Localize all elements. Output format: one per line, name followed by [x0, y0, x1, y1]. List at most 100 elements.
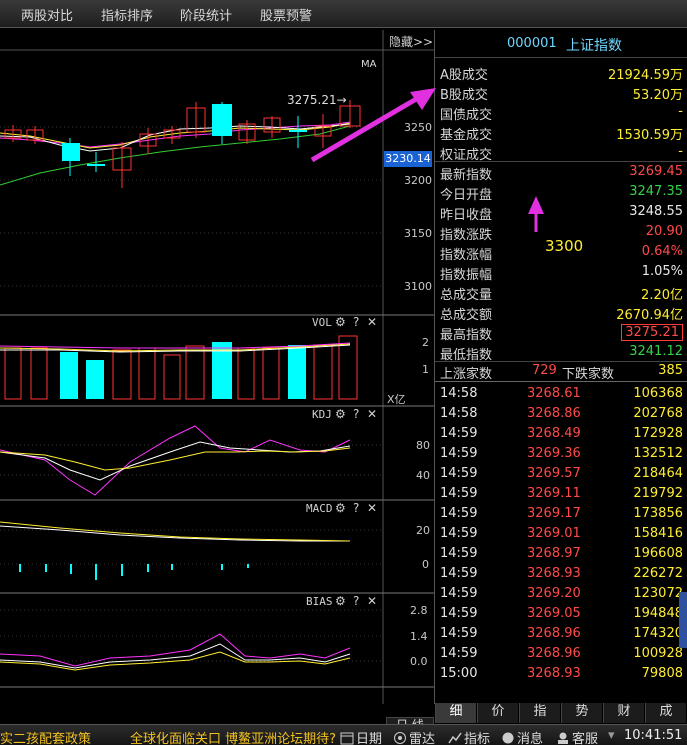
stat-value: 20.90	[645, 224, 683, 239]
tick-volume: 194848	[633, 606, 683, 621]
tick-volume: 196608	[633, 546, 683, 561]
macd-tick: 20	[416, 524, 430, 537]
vol-settings-icon[interactable]: ⚙	[335, 315, 346, 329]
bias-help-icon[interactable]: ?	[353, 594, 360, 608]
divider	[435, 361, 687, 362]
stat-row: 基金成交 1530.59万	[440, 122, 685, 143]
up-count-label: 上涨家数	[440, 367, 493, 382]
tick-row: 14:59 3269.17 173856	[440, 504, 685, 524]
tick-time: 14:59	[440, 606, 478, 621]
menu-indicator-sort[interactable]: 指标排序	[101, 9, 154, 24]
radar-button[interactable]: 雷达	[393, 728, 435, 745]
candle	[163, 129, 181, 139]
stat-value: 21924.59万	[607, 68, 683, 83]
bias-line-white	[0, 643, 351, 669]
message-button-label: 消息	[517, 732, 544, 745]
advance-decline-row: 上涨家数 729 下跌家数 385	[440, 361, 685, 382]
candle	[289, 130, 307, 132]
tick-time: 14:59	[440, 566, 478, 581]
tick-volume: 158416	[633, 526, 683, 541]
kdj-k-line	[0, 441, 351, 481]
menu-period-stats[interactable]: 阶段统计	[180, 9, 233, 24]
tick-price: 3269.17	[527, 506, 581, 521]
news-ticker-left[interactable]: 实二孩配套政策	[0, 732, 92, 745]
bias-tick: 1.4	[410, 630, 428, 643]
tab-index[interactable]: 指	[519, 703, 560, 723]
stat-row: A股成交 21924.59万	[440, 62, 685, 83]
menu-compare-stocks[interactable]: 两股对比	[21, 9, 74, 24]
kdj-settings-icon[interactable]: ⚙	[335, 407, 346, 421]
stat-value: 53.20万	[632, 88, 683, 103]
stat-value: 3275.21	[621, 324, 683, 341]
panel-tabs: 细 价 指 势 财 成	[435, 703, 687, 723]
bias-settings-icon[interactable]: ⚙	[335, 594, 346, 608]
stat-value: 3269.45	[629, 164, 683, 179]
chart-canvas[interactable]	[0, 30, 434, 704]
current-price-tag: 3230.14	[384, 151, 432, 167]
stat-value: 1530.59万	[616, 128, 683, 143]
stat-label: 昨日收盘	[440, 208, 493, 223]
tick-time: 14:59	[440, 546, 478, 561]
status-bar: 实二孩配套政策 全球化面临关口 博鳌亚洲论坛期待? 日期 雷达 指标 消息 客服…	[0, 724, 687, 745]
stat-value: 2670.94亿	[616, 308, 683, 323]
stat-row: 指数涨跌 20.90	[440, 222, 685, 243]
stat-row: 总成交量 2.20亿	[440, 282, 685, 303]
stat-value: 3241.12	[629, 344, 683, 359]
tick-price: 3269.05	[527, 606, 581, 621]
tick-price: 3269.01	[527, 526, 581, 541]
vol-help-icon[interactable]: ?	[353, 315, 360, 329]
divider	[435, 381, 687, 382]
macd-help-icon[interactable]: ?	[353, 501, 360, 515]
customer-service-icon	[558, 732, 568, 744]
candle	[112, 147, 132, 171]
stat-label: 最低指数	[440, 348, 493, 363]
tick-list-scrollbar[interactable]	[679, 592, 687, 648]
menu-stock-alert[interactable]: 股票预警	[260, 9, 313, 24]
bias-close-icon[interactable]: ✕	[367, 594, 378, 608]
stat-label: 最高指数	[440, 328, 493, 343]
tick-volume: 100928	[633, 646, 683, 661]
up-count: 729	[532, 363, 557, 378]
macd-close-icon[interactable]: ✕	[367, 501, 378, 515]
stat-row: 总成交额 2670.94亿	[440, 302, 685, 323]
macd-tick: 0	[422, 558, 429, 571]
bias-line-magenta	[0, 633, 351, 667]
kdj-j-line	[0, 425, 351, 496]
vol-tick: 1	[422, 363, 429, 376]
kline-chart[interactable]: 隐藏>> MA 3275.21→ 3250 3200 3150 3100 323…	[0, 30, 434, 734]
stat-label: A股成交	[440, 68, 488, 83]
macd-settings-icon[interactable]: ⚙	[335, 501, 346, 515]
macd-dif-line	[0, 525, 350, 542]
stat-row: 指数振幅 1.05%	[440, 262, 685, 283]
service-button[interactable]: 客服	[556, 728, 598, 745]
tick-row: 14:59 3269.57 218464	[440, 464, 685, 484]
tick-row: 14:59 3268.97 196608	[440, 544, 685, 564]
tick-row: 14:59 3269.11 219792	[440, 484, 685, 504]
stat-label: 今日开盘	[440, 188, 493, 203]
tick-price: 3268.86	[527, 406, 581, 421]
hide-panel-button[interactable]: 隐藏>>	[389, 35, 434, 49]
tick-volume: 132512	[633, 446, 683, 461]
candle	[263, 117, 281, 133]
indicator-button[interactable]: 指标	[448, 728, 490, 745]
message-button[interactable]: 消息	[501, 728, 543, 745]
tick-price: 3268.49	[527, 426, 581, 441]
news-ticker[interactable]: 全球化面临关口 博鳌亚洲论坛期待?	[130, 732, 337, 745]
dropdown-arrow-icon[interactable]: ▾	[608, 728, 615, 743]
down-count: 385	[658, 363, 683, 378]
kdj-help-icon[interactable]: ?	[353, 407, 360, 421]
tab-finance[interactable]: 财	[603, 703, 644, 723]
chart-line-icon	[448, 732, 462, 744]
clock: 10:41:51	[624, 728, 683, 743]
vol-close-icon[interactable]: ✕	[367, 315, 378, 329]
tick-row: 14:59 3269.01 158416	[440, 524, 685, 544]
tab-trend[interactable]: 势	[561, 703, 602, 723]
vol-ma-yellow	[0, 343, 351, 352]
tab-volume[interactable]: 成	[645, 703, 686, 723]
tab-price[interactable]: 价	[477, 703, 518, 723]
ma-line-white	[0, 123, 351, 152]
date-button[interactable]: 日期	[340, 728, 382, 745]
kdj-close-icon[interactable]: ✕	[367, 407, 378, 421]
tick-price: 3268.97	[527, 546, 581, 561]
tab-detail[interactable]: 细	[435, 703, 476, 723]
